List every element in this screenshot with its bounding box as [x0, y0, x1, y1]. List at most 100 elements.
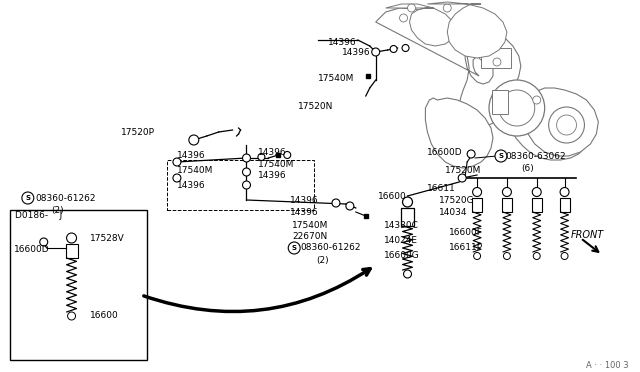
- Circle shape: [561, 253, 568, 260]
- Text: 16600D: 16600D: [428, 148, 463, 157]
- Text: 14024E: 14024E: [383, 235, 418, 244]
- Text: S: S: [292, 245, 297, 251]
- Circle shape: [419, 10, 435, 26]
- Bar: [481, 48, 511, 68]
- Text: 17520G: 17520G: [439, 196, 475, 205]
- Circle shape: [404, 270, 412, 278]
- Circle shape: [444, 4, 451, 12]
- Polygon shape: [426, 98, 493, 168]
- Circle shape: [332, 199, 340, 207]
- Text: D0186-    J: D0186- J: [15, 211, 62, 219]
- Circle shape: [502, 187, 511, 196]
- Text: (6): (6): [521, 164, 534, 173]
- FancyArrowPatch shape: [144, 269, 370, 311]
- Bar: [532, 198, 541, 212]
- Text: (2): (2): [52, 205, 64, 215]
- Polygon shape: [428, 2, 507, 58]
- Circle shape: [557, 115, 577, 135]
- Bar: [366, 74, 370, 78]
- Text: 16600G: 16600G: [383, 251, 419, 260]
- Bar: [492, 90, 508, 114]
- Text: 08360-63062: 08360-63062: [505, 151, 566, 160]
- Circle shape: [22, 192, 34, 204]
- Text: 17540M: 17540M: [177, 166, 213, 174]
- Text: 14396: 14396: [259, 170, 287, 180]
- Circle shape: [532, 96, 541, 104]
- Circle shape: [560, 187, 569, 196]
- Circle shape: [189, 135, 199, 145]
- Text: 14396: 14396: [290, 196, 319, 205]
- Circle shape: [372, 48, 380, 56]
- Text: 17540M: 17540M: [259, 160, 295, 169]
- Polygon shape: [523, 88, 598, 156]
- Circle shape: [173, 158, 181, 166]
- Bar: [276, 153, 280, 157]
- Bar: [167, 160, 314, 210]
- Bar: [66, 244, 77, 258]
- Circle shape: [533, 253, 540, 260]
- Text: 17520M: 17520M: [445, 166, 482, 174]
- Circle shape: [532, 187, 541, 196]
- Text: 17520P: 17520P: [121, 128, 156, 137]
- Text: S: S: [26, 195, 30, 201]
- Text: 14396: 14396: [177, 151, 205, 160]
- Circle shape: [453, 24, 461, 32]
- Bar: [364, 214, 368, 218]
- Circle shape: [408, 4, 415, 12]
- Circle shape: [499, 90, 535, 126]
- Circle shape: [68, 312, 76, 320]
- Circle shape: [346, 202, 354, 210]
- Bar: [502, 198, 512, 212]
- Text: S: S: [499, 153, 504, 159]
- Text: 22670N: 22670N: [292, 231, 328, 241]
- Bar: [472, 198, 482, 212]
- Text: 17540M: 17540M: [292, 221, 328, 230]
- Circle shape: [399, 14, 408, 22]
- Circle shape: [495, 150, 507, 162]
- Circle shape: [243, 181, 250, 189]
- Text: 16600D: 16600D: [14, 246, 49, 254]
- Circle shape: [67, 233, 77, 243]
- Circle shape: [403, 197, 413, 207]
- Text: A · · 100 3: A · · 100 3: [586, 360, 629, 369]
- Text: 08360-61262: 08360-61262: [300, 244, 361, 253]
- Text: 14330C: 14330C: [383, 221, 419, 230]
- Bar: [10, 210, 147, 360]
- Text: FRONT: FRONT: [570, 230, 604, 240]
- Polygon shape: [386, 4, 455, 46]
- Circle shape: [243, 168, 250, 176]
- Text: 14396: 14396: [177, 180, 205, 189]
- Text: 14396: 14396: [290, 208, 319, 217]
- Circle shape: [258, 154, 265, 160]
- Text: 16600F: 16600F: [449, 228, 483, 237]
- Text: 16611P: 16611P: [449, 244, 483, 253]
- Circle shape: [477, 42, 497, 62]
- Text: 16611: 16611: [428, 183, 456, 192]
- Text: 16600: 16600: [378, 192, 406, 201]
- Circle shape: [284, 151, 291, 158]
- Text: 17520N: 17520N: [298, 102, 333, 110]
- Circle shape: [472, 187, 481, 196]
- Circle shape: [243, 154, 250, 162]
- Circle shape: [173, 174, 181, 182]
- Circle shape: [402, 45, 409, 51]
- Circle shape: [493, 58, 501, 66]
- Polygon shape: [376, 8, 591, 160]
- Bar: [559, 198, 570, 212]
- Text: 14396: 14396: [342, 48, 371, 57]
- Text: (2): (2): [316, 256, 329, 264]
- Text: 08360-61262: 08360-61262: [36, 193, 96, 202]
- Text: 14396: 14396: [259, 148, 287, 157]
- Text: 17540M: 17540M: [318, 74, 355, 83]
- Text: 16600: 16600: [90, 311, 118, 321]
- Circle shape: [455, 23, 469, 37]
- Circle shape: [40, 238, 48, 246]
- Circle shape: [390, 45, 397, 52]
- Circle shape: [458, 174, 466, 182]
- Circle shape: [288, 242, 300, 254]
- Text: 14034: 14034: [439, 208, 468, 217]
- Circle shape: [474, 253, 481, 260]
- Bar: [401, 208, 415, 226]
- Text: 14396: 14396: [328, 38, 356, 46]
- Circle shape: [548, 107, 584, 143]
